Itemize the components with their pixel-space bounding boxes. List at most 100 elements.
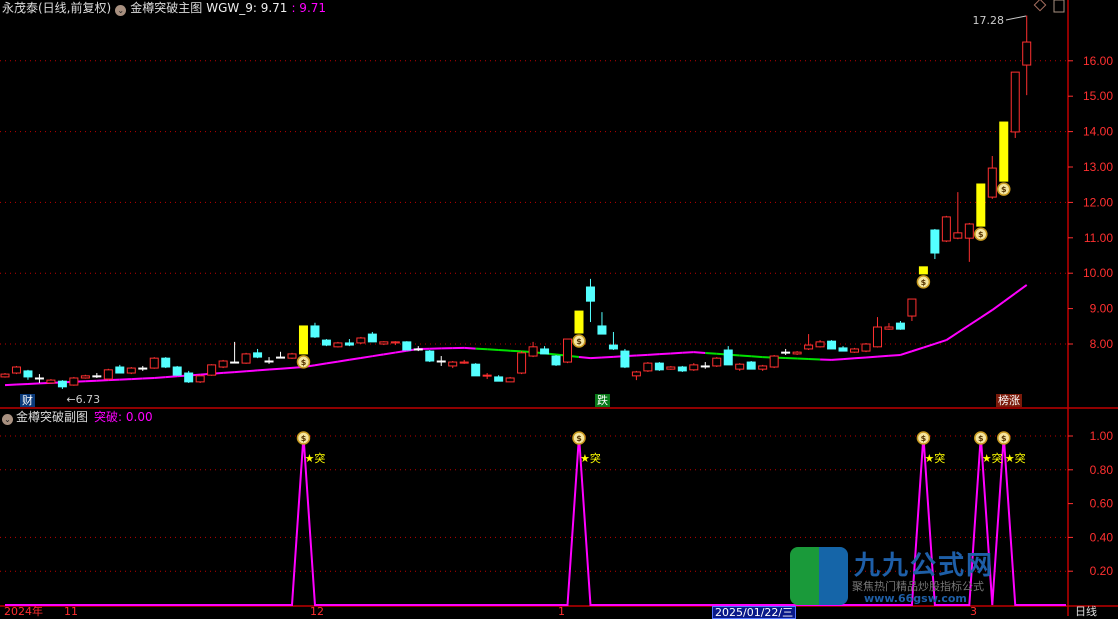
tupo-value: 突破: 0.00	[94, 410, 153, 424]
candle	[35, 374, 43, 383]
window-icon	[1054, 0, 1064, 12]
sub-header: ⌄金樽突破副图突破: 0.00	[2, 409, 153, 425]
money-bag-symbol: $	[921, 434, 927, 443]
candle-body	[403, 342, 411, 350]
candle-body	[414, 349, 422, 350]
candle	[518, 351, 526, 374]
main-indicator-name[interactable]: 金樽突破主图	[130, 1, 202, 15]
ma-line-segment	[969, 318, 980, 326]
candle-body	[805, 345, 813, 349]
candle-body	[713, 358, 721, 366]
ma-line-segment	[705, 353, 716, 354]
candle	[1, 373, 9, 378]
candle-body	[862, 344, 870, 351]
ma-line-segment	[395, 351, 406, 353]
candle-body	[701, 366, 709, 367]
ma-line-segment	[832, 359, 843, 360]
ma-line-segment	[246, 370, 257, 371]
y-tick-label: 11.00	[1084, 231, 1113, 245]
ma-line-segment	[1015, 285, 1026, 293]
candle-body	[747, 362, 755, 369]
tag-bangzhang: 榜涨	[996, 394, 1022, 407]
ma-line-segment	[487, 349, 498, 350]
candle-body	[219, 361, 227, 367]
ma-line-segment	[958, 325, 969, 333]
candle-body	[265, 361, 273, 362]
ma-line-segment	[900, 351, 911, 355]
candle	[655, 362, 663, 371]
candle	[793, 351, 801, 355]
candle	[495, 375, 503, 381]
sub-y-tick-label: 0.80	[1090, 463, 1114, 477]
ma-line-segment	[866, 357, 877, 358]
sub-y-tick-label: 0.40	[1090, 530, 1114, 544]
ma-line-segment	[464, 348, 475, 349]
candle-body	[575, 311, 583, 333]
y-tick-label: 14.00	[1083, 125, 1113, 139]
candle-body	[816, 342, 824, 347]
y-tick-label: 9.00	[1090, 302, 1114, 316]
time-label-year: 2024年	[4, 606, 43, 617]
sub-indicator-name[interactable]: 金樽突破副图	[16, 410, 88, 424]
money-bag-symbol: $	[921, 278, 927, 287]
candle-body	[644, 363, 652, 371]
candle-body	[81, 376, 89, 378]
money-bag-symbol: $	[301, 434, 307, 443]
candle-body	[908, 299, 916, 316]
ma-line-segment	[1004, 293, 1015, 301]
ma-line-segment	[499, 350, 510, 351]
ma-line-segment	[855, 357, 866, 358]
indicator-toggle-icon[interactable]: ⌄	[115, 5, 126, 16]
stock-title: 永茂泰(日线,前复权)	[2, 1, 111, 15]
sub-indicator-toggle-icon[interactable]: ⌄	[2, 414, 13, 425]
ma-line-segment	[946, 333, 957, 341]
candle-body	[173, 367, 181, 375]
ma-line-segment	[877, 356, 888, 357]
candle	[690, 363, 698, 371]
money-bag-symbol: $	[576, 337, 582, 346]
candle-body	[942, 217, 950, 241]
candle-body	[518, 353, 526, 373]
tupo-signal-label: ★突	[982, 451, 1003, 465]
candle	[828, 340, 836, 349]
ma-line-segment	[97, 380, 108, 381]
ma-line-segment	[659, 353, 670, 354]
candle	[896, 321, 904, 330]
ma-line-segment	[5, 385, 16, 386]
ma-line-segment	[740, 355, 751, 356]
ma-line-segment	[510, 351, 521, 352]
ma-line-segment	[326, 362, 337, 364]
diamond-icon	[1034, 0, 1045, 11]
candle	[70, 377, 78, 386]
candle	[713, 357, 721, 367]
candle	[185, 371, 193, 383]
candle-body	[770, 356, 778, 367]
candle	[116, 365, 124, 373]
candle	[885, 323, 893, 330]
candle-body	[150, 358, 158, 368]
candle-body	[196, 376, 204, 382]
candle	[449, 361, 457, 368]
candle	[391, 341, 399, 345]
candle-body	[965, 224, 973, 238]
candle-body	[472, 364, 480, 376]
money-bag-symbol: $	[1001, 434, 1007, 443]
candle-body	[127, 368, 135, 373]
ma-line-segment	[476, 349, 487, 350]
candle-body	[242, 354, 250, 363]
candle-body	[541, 349, 549, 354]
candle-body	[495, 377, 503, 381]
watermark-logo: 九九公式网 聚焦热门精品炒股指标公式 www.66gsw.com	[790, 547, 1000, 605]
candle-body	[104, 370, 112, 379]
candle-body	[380, 342, 388, 344]
period-label[interactable]: 日线	[1075, 606, 1097, 617]
candle	[506, 377, 514, 382]
candle	[873, 317, 881, 347]
candle	[862, 343, 870, 352]
candle	[311, 323, 319, 338]
candle-body	[70, 378, 78, 385]
low-price-annotation: ←6.73	[66, 393, 100, 406]
sub-y-tick-label: 0.60	[1090, 497, 1114, 511]
ma-line-segment	[981, 310, 992, 318]
